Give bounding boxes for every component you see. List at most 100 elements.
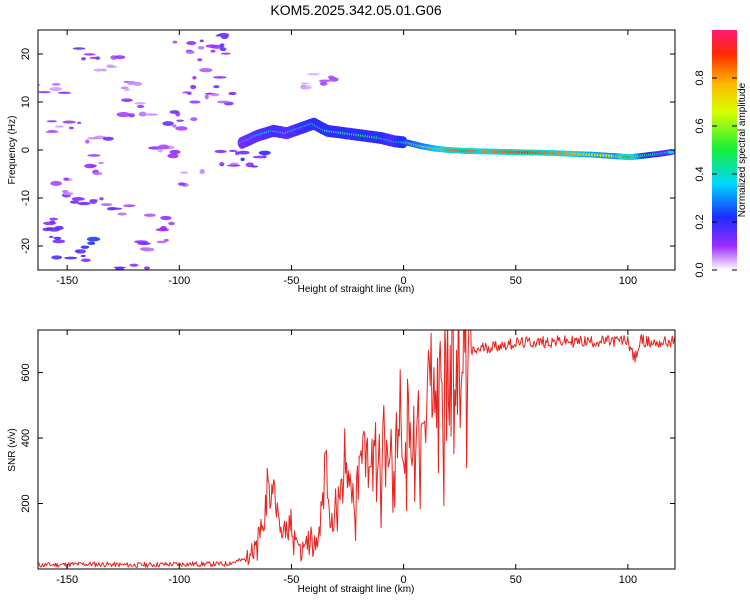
spectrogram-noise-cell <box>219 162 225 167</box>
spectrogram-noise-cell <box>192 75 197 80</box>
spectrogram-y-tick-label: -10 <box>20 190 32 206</box>
spectrogram-noise-cell <box>117 212 127 216</box>
spectrogram-noise-cell <box>190 117 198 121</box>
spectrogram-noise-cell <box>228 149 238 152</box>
spectrogram-noise-cell <box>213 85 220 89</box>
spectrogram-ridge-cell <box>667 150 675 154</box>
spectrogram-noise-cell <box>116 111 131 118</box>
spectrogram-noise-cell <box>81 57 86 61</box>
spectrogram-noise-cell <box>90 241 95 245</box>
spectrogram-noise-cell <box>185 50 195 54</box>
spectrogram-noise-cell <box>128 113 135 118</box>
spectrogram-noise-cell <box>134 102 146 105</box>
spectrogram-x-tick-label: 100 <box>619 275 637 287</box>
spectrogram-noise-cell <box>85 139 90 144</box>
spectrogram-noise-cell <box>123 204 136 207</box>
spectrogram-noise-cell <box>328 77 339 82</box>
spectrogram-noise-cell <box>51 255 63 260</box>
spectrogram-noise-cell <box>172 124 177 128</box>
spectrogram-noise-cell <box>75 249 87 254</box>
spectrogram-noise-cell <box>319 81 328 86</box>
spectrogram-noise-cell <box>219 47 227 52</box>
spectrogram-noise-cell <box>205 44 218 48</box>
spectrogram-noise-cell <box>95 56 101 60</box>
spectrogram-noise-cell <box>71 197 85 201</box>
spectrogram-noise-cell <box>143 266 151 270</box>
spectrogram-noise-cell <box>43 221 56 226</box>
snr-plot-area <box>38 330 675 569</box>
colorbar-tick-label: 0.0 <box>694 262 706 277</box>
spectrogram-noise-cell <box>146 113 159 116</box>
spectrogram-noise-cell <box>189 100 201 104</box>
spectrogram-noise-cell <box>87 137 100 140</box>
spectrogram-noise-cell <box>240 157 245 162</box>
colorbar-ticks: 0.0 0.2 0.4 0.6 0.8 <box>694 70 737 278</box>
spectrogram-noise-cell <box>156 240 167 244</box>
spectrogram-noise-cell <box>106 208 117 211</box>
spectrogram-noise-cell <box>123 88 131 92</box>
spectrogram-noise-cell <box>134 240 148 244</box>
spectrogram-noise-cell <box>133 81 143 87</box>
snr-x-tick-label: 50 <box>510 574 522 586</box>
snr-panel: -150 -100 -50 0 50 100 200 400 600 Height of st… <box>7 329 676 595</box>
spectrogram-noise-cell <box>176 119 185 122</box>
spectrogram-noise-cell <box>113 266 127 269</box>
spectrogram-noise-cell <box>80 245 90 249</box>
spectrogram-noise-cell <box>98 161 104 165</box>
spectrogram-noise-cell <box>46 120 58 123</box>
spectrogram-noise-cell <box>252 155 267 159</box>
spectrogram-noise-cell <box>102 136 114 141</box>
spectrogram-x-tick-label: 0 <box>401 275 407 287</box>
spectrogram-noise-cell <box>138 111 147 117</box>
spectrogram-noise-cell <box>226 164 241 167</box>
snr-x-ticks: -150 -100 -50 0 50 100 <box>56 330 637 586</box>
spectrogram-noise-cell <box>80 254 87 258</box>
spectrogram-noise-cell <box>77 121 82 125</box>
spectrogram-noise-cell <box>199 67 213 73</box>
spectrogram-noise-cell <box>180 171 189 174</box>
spectrogram-noise-layer <box>28 32 339 270</box>
spectrogram-noise-cell <box>129 263 139 267</box>
spectrogram-noise-cell <box>318 79 331 83</box>
spectrogram-noise-cell <box>167 153 179 159</box>
snr-x-tick-label: 0 <box>401 574 407 586</box>
spectrogram-noise-cell <box>49 217 59 221</box>
spectrogram-noise-cell <box>177 182 186 186</box>
spectrogram-noise-cell <box>162 121 174 127</box>
colorbar-tick-label: 0.8 <box>694 70 706 85</box>
snr-x-tick-label: -50 <box>284 574 300 586</box>
spectrogram-noise-cell <box>212 76 227 79</box>
colorbar-scale <box>712 30 737 270</box>
spectrogram-noise-cell <box>186 41 197 46</box>
spectrogram-y-ticks: -20 -10 0 10 20 <box>20 48 675 254</box>
spectrogram-y-tick-label: -20 <box>20 238 32 254</box>
spectrogram-noise-cell <box>141 247 155 252</box>
spectrogram-y-tick-label: 0 <box>20 147 32 153</box>
snr-y-ticks: 200 400 600 <box>20 363 675 513</box>
spectrogram-noise-cell <box>214 149 227 154</box>
spectrogram-noise-cell <box>125 99 130 103</box>
spectrogram-noise-cell <box>197 58 203 62</box>
spectrogram-noise-cell <box>28 212 33 215</box>
spectrogram-noise-cell <box>220 34 229 40</box>
spectrogram-noise-cell <box>54 125 64 128</box>
spectrogram-noise-cell <box>99 197 104 201</box>
spectrogram-noise-cell <box>136 105 145 108</box>
spectrogram-noise-cell <box>190 84 197 90</box>
spectrogram-x-tick-label: 50 <box>510 275 522 287</box>
spectrogram-noise-cell <box>77 201 91 206</box>
spectrogram-noise-cell <box>63 177 70 181</box>
spectrogram-noise-cell <box>83 53 96 56</box>
spectrogram-noise-cell <box>48 227 61 232</box>
spectrogram-noise-cell <box>175 126 188 131</box>
spectrogram-noise-cell <box>168 221 175 226</box>
figure-title: KOM5.2025.342.05.01.G06 <box>270 2 441 18</box>
spectrogram-noise-cell <box>155 228 170 232</box>
spectrogram-noise-cell <box>220 52 232 55</box>
spectrogram-ridge-layer <box>237 117 675 161</box>
spectrogram-plot-area <box>38 30 675 270</box>
spectrogram-noise-cell <box>197 45 205 50</box>
colorbar-label: Normalized spectral amplitude <box>737 82 748 217</box>
spectrogram-noise-cell <box>157 148 163 153</box>
